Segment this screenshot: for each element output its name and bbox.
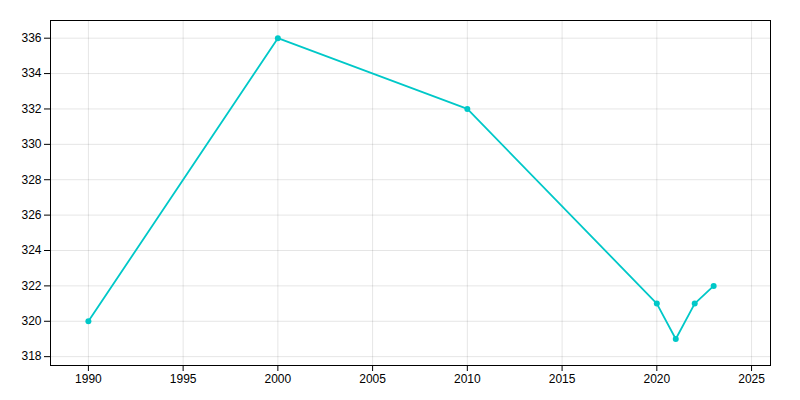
- svg-text:2025: 2025: [738, 372, 765, 386]
- svg-text:2020: 2020: [643, 372, 670, 386]
- svg-text:322: 322: [21, 279, 41, 293]
- svg-text:1995: 1995: [170, 372, 197, 386]
- svg-text:330: 330: [21, 137, 41, 151]
- svg-text:318: 318: [21, 349, 41, 363]
- svg-text:334: 334: [21, 66, 41, 80]
- svg-text:320: 320: [21, 314, 41, 328]
- svg-text:2010: 2010: [454, 372, 481, 386]
- svg-text:2005: 2005: [359, 372, 386, 386]
- svg-text:2015: 2015: [549, 372, 576, 386]
- svg-text:324: 324: [21, 243, 41, 257]
- svg-text:326: 326: [21, 208, 41, 222]
- svg-text:332: 332: [21, 102, 41, 116]
- svg-text:328: 328: [21, 173, 41, 187]
- svg-text:1990: 1990: [75, 372, 102, 386]
- svg-text:336: 336: [21, 31, 41, 45]
- svg-text:2000: 2000: [265, 372, 292, 386]
